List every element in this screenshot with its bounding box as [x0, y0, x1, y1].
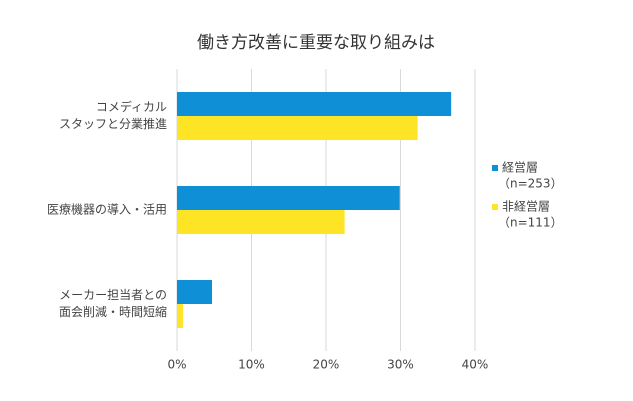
- legend-label: 経営層: [502, 161, 538, 175]
- chart-title: 働き方改善に重要な取り組みは: [197, 33, 435, 53]
- y-tick-label: メーカー担当者との: [59, 288, 167, 302]
- bar: [177, 210, 345, 234]
- legend-label: （n=111）: [498, 216, 563, 230]
- x-tick-label: 10%: [238, 358, 265, 372]
- y-tick-label: スタッフと分業推進: [59, 117, 167, 131]
- bar: [177, 186, 400, 210]
- y-tick-label: コメディカル: [96, 99, 167, 114]
- legend-label: （n=253）: [498, 177, 563, 191]
- x-tick-label: 0%: [167, 358, 186, 372]
- x-tick-label: 20%: [313, 358, 340, 372]
- legend-swatch: [492, 204, 498, 210]
- bar: [177, 304, 183, 328]
- bar: [177, 92, 452, 116]
- legend-label: 非経営層: [502, 200, 550, 214]
- legend-swatch: [492, 165, 498, 171]
- y-tick-label: 医療機器の導入・活用: [47, 202, 167, 217]
- bar: [177, 280, 213, 304]
- x-tick-label: 30%: [387, 358, 414, 372]
- bar: [177, 116, 418, 140]
- x-tick-label: 40%: [462, 358, 489, 372]
- y-tick-label: 面会削減・時間短縮: [59, 304, 167, 319]
